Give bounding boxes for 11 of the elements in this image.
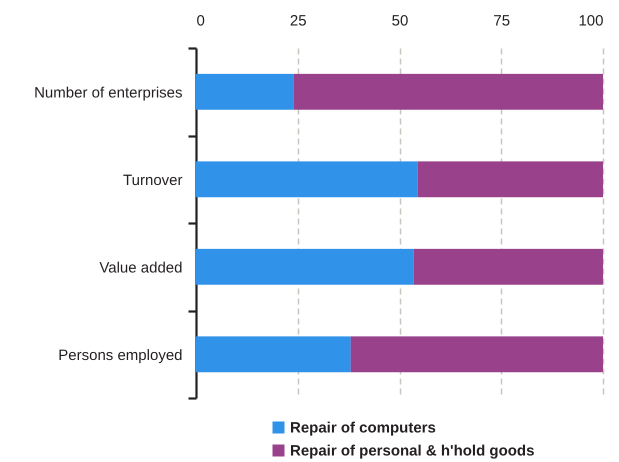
y-tick-label: Number of enterprises (34, 84, 182, 102)
x-tick-label: 75 (493, 12, 510, 30)
x-tick-label: 25 (290, 12, 307, 30)
x-tick-label: 100 (578, 12, 604, 30)
y-tick-label: Value added (99, 259, 182, 276)
legend-label: Repair of computers (290, 420, 436, 436)
y-tick-label: Turnover (123, 172, 182, 189)
x-tick-label: 0 (196, 12, 205, 30)
x-tick-label: 50 (392, 12, 408, 30)
legend-label: Repair of personal & h'hold goods (290, 442, 534, 460)
y-tick-label: Persons employed (58, 346, 182, 364)
